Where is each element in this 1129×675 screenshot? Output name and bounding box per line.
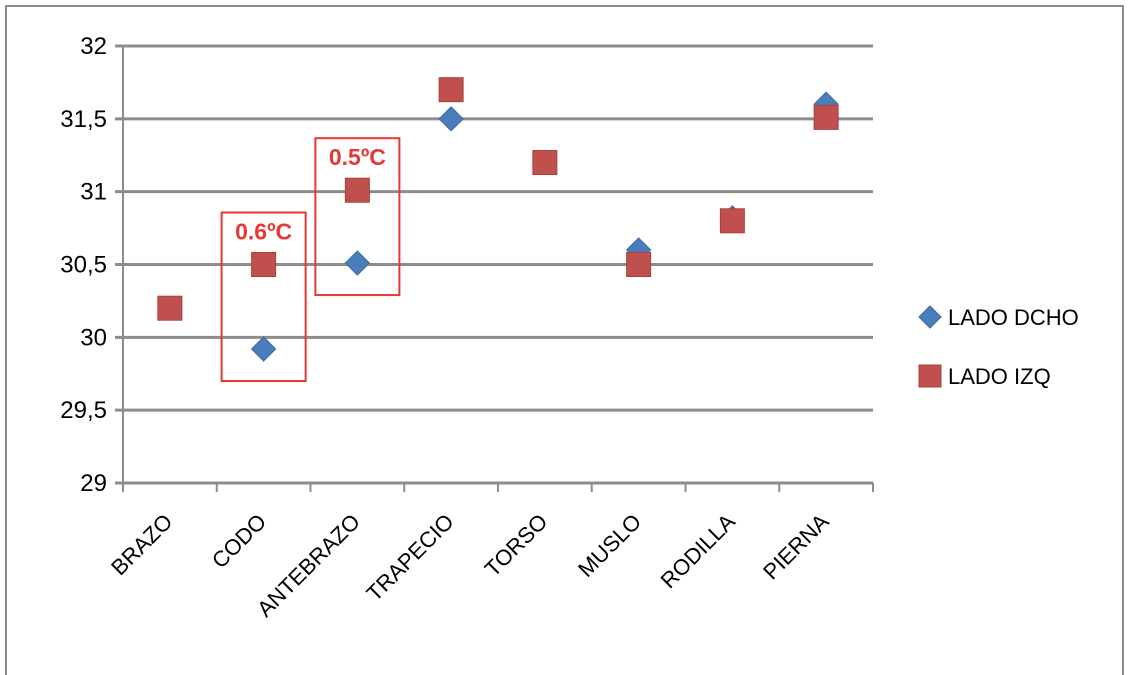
legend: LADO DCHO LADO IZQ xyxy=(918,305,1079,389)
data-point-square xyxy=(813,104,839,130)
y-tick-label: 31 xyxy=(80,179,107,206)
annotation-label: 0.5ºC xyxy=(329,144,386,170)
data-point-square xyxy=(626,252,652,277)
y-tick-label: 31,5 xyxy=(60,106,107,133)
y-tick-label: 29 xyxy=(80,470,107,497)
y-tick-label: 29,5 xyxy=(60,397,107,424)
annotation-box xyxy=(220,211,307,382)
data-point-diamond xyxy=(344,250,371,276)
annotation-label: 0.6ºC xyxy=(235,219,292,245)
data-point-diamond xyxy=(250,336,277,362)
annotation-box xyxy=(314,137,401,297)
legend-marker-diamond xyxy=(918,305,942,329)
data-point-square xyxy=(251,252,277,277)
y-tick-label: 30 xyxy=(80,324,107,351)
data-point-square xyxy=(344,177,370,203)
y-tick-label: 30,5 xyxy=(60,252,107,279)
grid-lines xyxy=(115,44,873,485)
chart-border xyxy=(5,5,1124,675)
data-point-square xyxy=(438,77,464,103)
data-point-square xyxy=(532,150,558,176)
legend-label: LADO DCHO xyxy=(948,305,1079,330)
annotations: 0.6ºC 0.5ºC xyxy=(220,137,401,382)
data-point-diamond xyxy=(438,106,464,132)
data-point-square xyxy=(719,208,745,234)
legend-marker-square xyxy=(918,364,942,388)
y-tick-label: 32 xyxy=(80,33,107,60)
data-point-square xyxy=(157,295,183,321)
series xyxy=(157,77,839,362)
legend-label: LADO IZQ xyxy=(948,364,1051,389)
